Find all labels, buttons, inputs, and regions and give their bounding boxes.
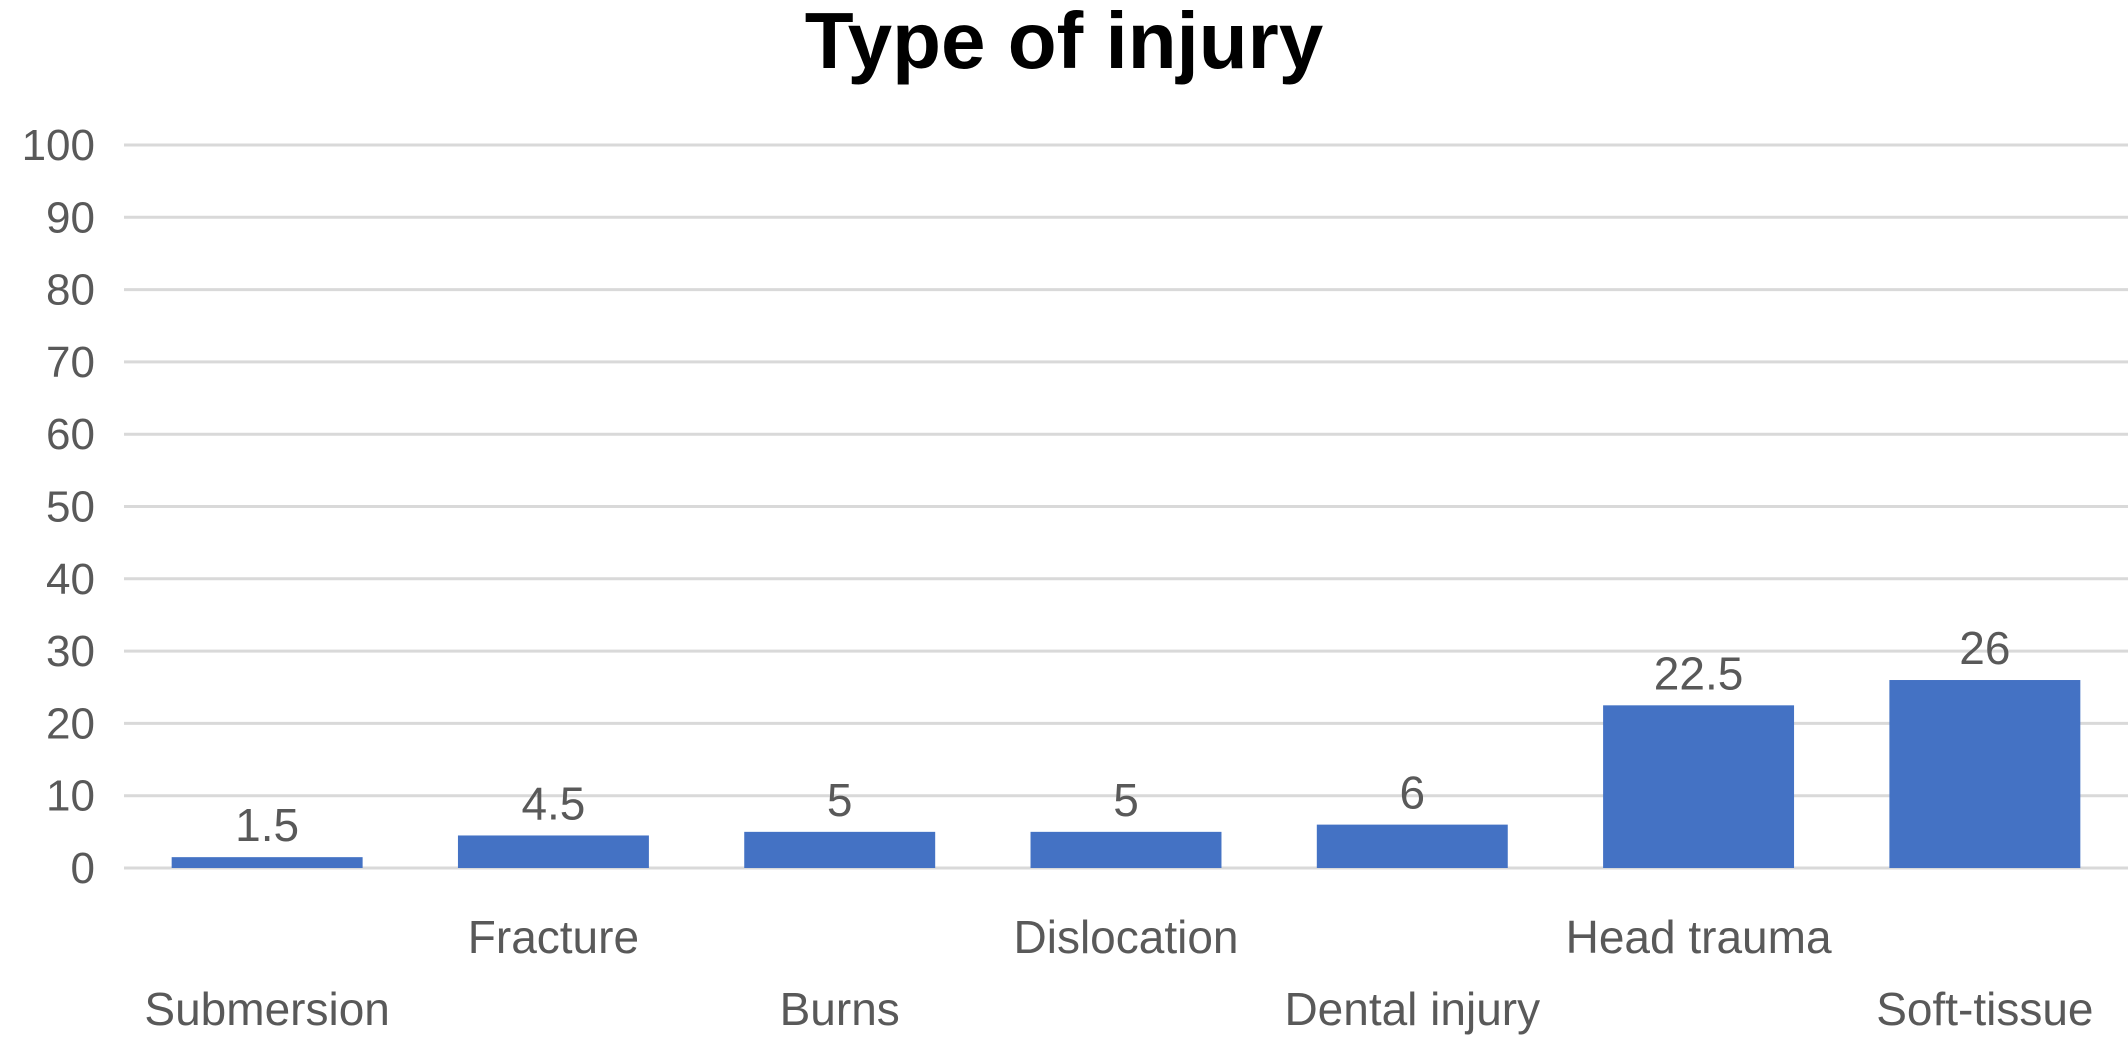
x-category-label: Fracture — [468, 911, 639, 963]
x-axis-category-labels: Submersion Fracture Burns Dislocation Dental… — [144, 911, 2093, 1035]
bar-value-label: 6 — [1399, 767, 1425, 819]
y-tick-label: 20 — [46, 699, 95, 748]
bars — [171, 680, 2081, 868]
x-category-label: Burns — [780, 983, 900, 1035]
x-category-label: Dislocation — [1014, 911, 1239, 963]
y-axis-tick-labels: 0 10 20 30 40 50 60 70 80 90 100 — [22, 121, 95, 893]
y-tick-label: 40 — [46, 555, 95, 604]
bar — [1889, 680, 2081, 868]
bar — [1030, 831, 1222, 868]
x-category-label: Head trauma — [1566, 911, 1832, 963]
gridlines — [124, 143, 2128, 870]
y-tick-label: 100 — [22, 121, 95, 170]
y-tick-label: 50 — [46, 483, 95, 532]
bar-value-label: 5 — [1113, 774, 1139, 826]
bar — [744, 831, 936, 868]
bar — [1316, 824, 1508, 868]
bar-value-label: 1.5 — [235, 799, 299, 851]
chart-title: Type of injury — [805, 0, 1324, 85]
bar — [457, 835, 649, 868]
bar-value-label: 26 — [1959, 622, 2010, 674]
y-tick-label: 70 — [46, 338, 95, 387]
bar — [1603, 705, 1795, 868]
bar-value-label: 4.5 — [521, 777, 585, 829]
bar-value-labels: 1.5 4.5 5 5 6 22.5 26 — [235, 622, 2010, 851]
x-category-label: Submersion — [144, 983, 389, 1035]
bar — [171, 857, 363, 868]
x-category-label: Soft-tissue — [1876, 983, 2093, 1035]
y-tick-label: 60 — [46, 410, 95, 459]
y-tick-label: 0 — [71, 844, 95, 893]
bar-value-label: 22.5 — [1654, 647, 1744, 699]
x-category-label: Dental injury — [1284, 983, 1540, 1035]
y-tick-label: 90 — [46, 193, 95, 242]
y-tick-label: 30 — [46, 627, 95, 676]
bar-value-label: 5 — [827, 774, 853, 826]
y-tick-label: 80 — [46, 266, 95, 315]
y-tick-label: 10 — [46, 772, 95, 821]
